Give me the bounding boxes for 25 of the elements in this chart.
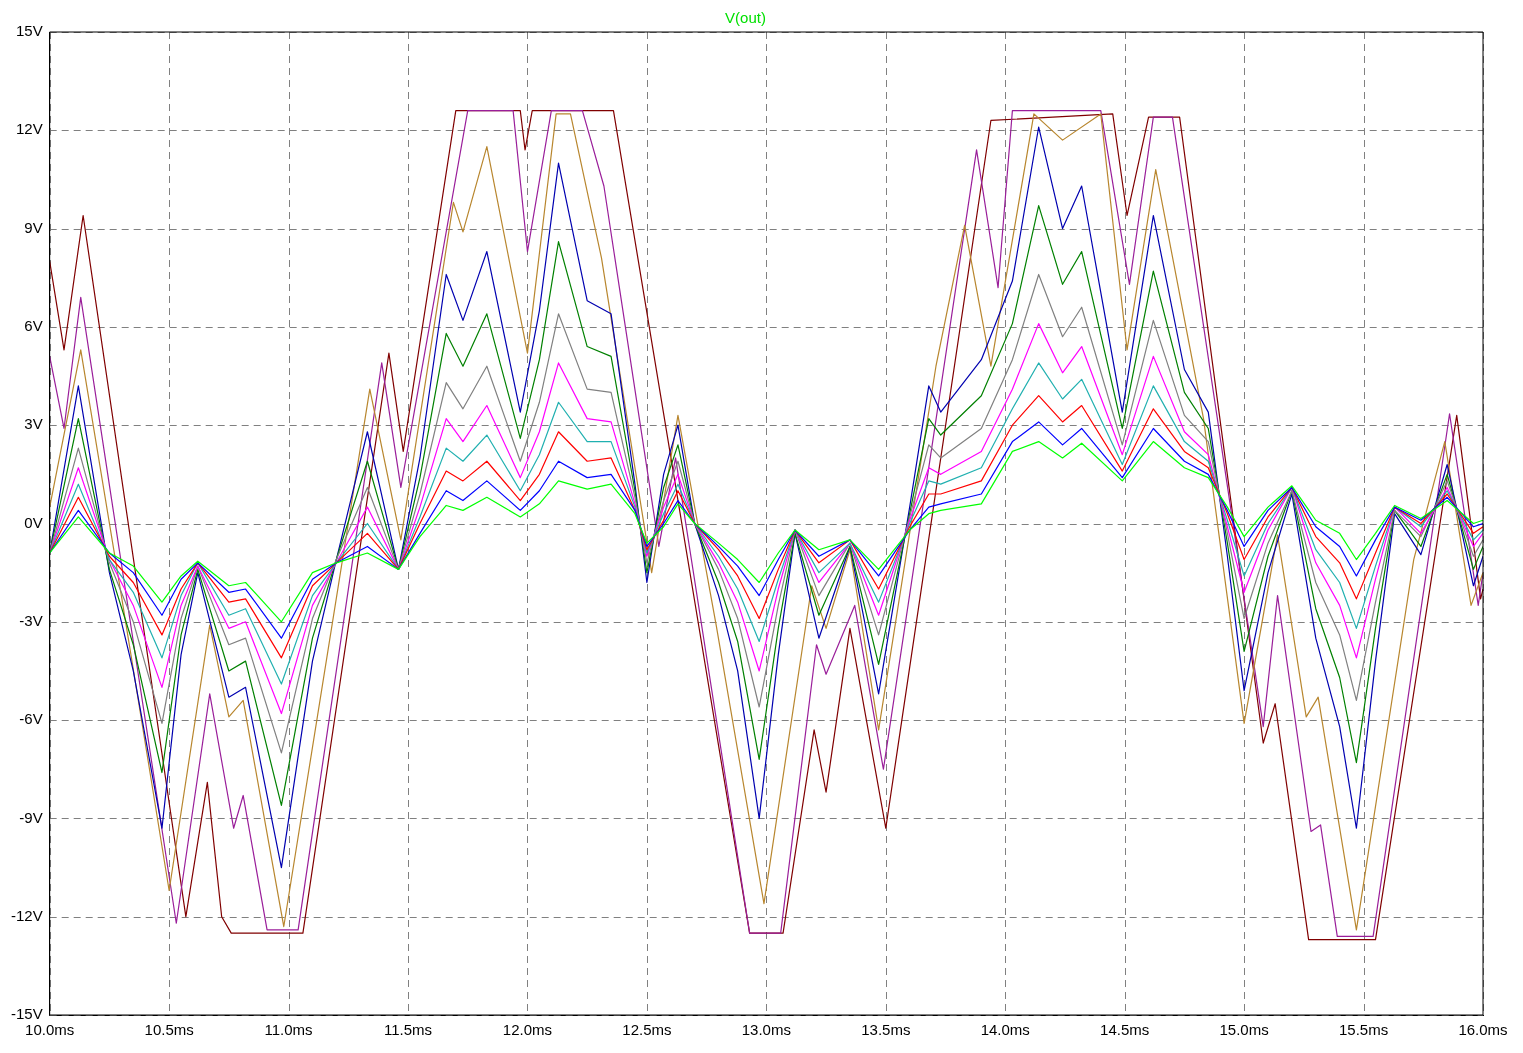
x-tick-label: 15.5ms (1338, 1021, 1389, 1039)
x-tick-label: 13.0ms (741, 1021, 791, 1039)
y-tick-label: 0V (24, 513, 43, 531)
x-tick-label: 11.5ms (383, 1021, 433, 1039)
x-tick-label: 10.0ms (25, 1021, 75, 1039)
y-tick-label: -3V (19, 611, 43, 629)
y-tick-label: 9V (24, 218, 43, 236)
y-tick-label: 3V (24, 415, 43, 433)
y-tick-label: 6V (24, 317, 43, 335)
y-tick-label: 12V (15, 120, 43, 138)
y-tick-label: -15V (11, 1005, 43, 1023)
y-tick-label: -12V (11, 906, 43, 924)
x-tick-label: 11.0ms (264, 1021, 313, 1039)
x-tick-label: 14.0ms (980, 1021, 1030, 1039)
x-tick-label: 12.5ms (622, 1021, 672, 1039)
x-tick-label: 10.5ms (144, 1021, 194, 1039)
y-tick-label: 15V (15, 22, 43, 40)
x-tick-label: 16.0ms (1458, 1021, 1508, 1039)
x-tick-label: 14.5ms (1100, 1021, 1150, 1039)
x-tick-label: 13.5ms (861, 1021, 911, 1039)
x-tick-label: 12.0ms (502, 1021, 553, 1039)
y-tick-label: -9V (19, 808, 43, 826)
y-tick-label: -6V (19, 710, 43, 728)
chart-title: V(out) (725, 9, 766, 27)
x-tick-label: 15.0ms (1219, 1021, 1269, 1039)
